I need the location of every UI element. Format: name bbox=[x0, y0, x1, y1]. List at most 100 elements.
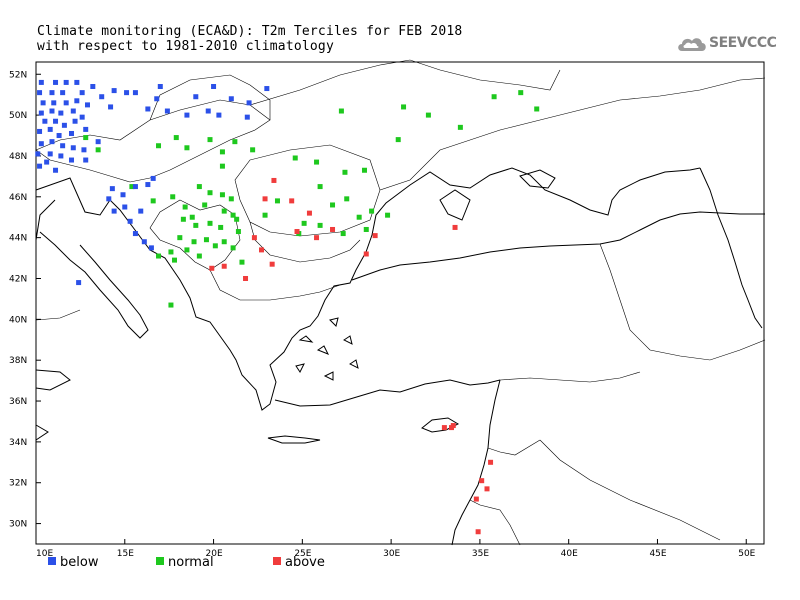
station-marker-below bbox=[83, 126, 89, 132]
station-marker-below bbox=[138, 208, 144, 214]
station-marker-below bbox=[193, 94, 199, 100]
station-marker-below bbox=[108, 104, 114, 110]
station-marker-below bbox=[124, 90, 130, 96]
station-marker-below bbox=[184, 112, 190, 118]
map-frame bbox=[35, 61, 765, 545]
station-marker-normal bbox=[395, 137, 401, 143]
station-marker-above bbox=[314, 235, 320, 241]
y-tick-label: 52N bbox=[9, 70, 27, 80]
y-tick-label: 36N bbox=[9, 397, 27, 407]
station-marker-below bbox=[74, 79, 80, 85]
station-marker-above bbox=[488, 459, 494, 465]
station-marker-above bbox=[289, 198, 295, 204]
station-marker-normal bbox=[156, 143, 162, 149]
station-marker-below bbox=[211, 84, 217, 90]
station-marker-normal bbox=[457, 124, 463, 130]
legend-swatch-above bbox=[273, 557, 281, 565]
station-marker-below bbox=[53, 118, 59, 124]
station-marker-above bbox=[306, 210, 312, 216]
station-marker-above bbox=[330, 226, 336, 232]
cloud-icon bbox=[678, 38, 706, 51]
station-marker-above bbox=[294, 229, 300, 235]
station-marker-below bbox=[264, 86, 270, 92]
station-marker-below bbox=[216, 112, 222, 118]
station-marker-below bbox=[49, 108, 55, 114]
station-marker-below bbox=[81, 147, 87, 153]
station-marker-normal bbox=[219, 163, 225, 169]
station-marker-below bbox=[70, 145, 76, 151]
legend-swatch-below bbox=[48, 557, 56, 565]
station-marker-below bbox=[154, 96, 160, 102]
station-marker-below bbox=[83, 157, 89, 163]
borders bbox=[35, 59, 766, 546]
station-marker-normal bbox=[363, 226, 369, 232]
station-marker-normal bbox=[170, 194, 176, 200]
station-marker-below bbox=[38, 141, 44, 147]
station-marker-below bbox=[63, 79, 69, 85]
station-marker-below bbox=[60, 143, 66, 149]
station-marker-below bbox=[109, 186, 115, 192]
station-marker-below bbox=[205, 108, 211, 114]
station-marker-below bbox=[69, 157, 75, 163]
station-marker-below bbox=[63, 100, 69, 106]
station-marker-normal bbox=[239, 259, 245, 265]
station-marker-normal bbox=[221, 208, 227, 214]
station-marker-normal bbox=[173, 135, 179, 141]
station-marker-normal bbox=[177, 235, 183, 241]
station-marker-normal bbox=[340, 231, 346, 237]
station-marker-normal bbox=[235, 229, 241, 235]
station-marker-normal bbox=[207, 137, 213, 143]
logo-text: SEEVCCC bbox=[709, 35, 777, 51]
station-marker-normal bbox=[203, 237, 209, 243]
station-marker-below bbox=[145, 182, 151, 188]
y-tick-label: 50N bbox=[9, 111, 27, 121]
station-marker-normal bbox=[219, 149, 225, 155]
x-tick-label: 25E bbox=[294, 549, 311, 559]
station-marker-above bbox=[243, 275, 249, 281]
station-marker-below bbox=[56, 133, 62, 139]
station-marker-below bbox=[244, 114, 250, 120]
station-marker-normal bbox=[129, 184, 135, 190]
station-marker-below bbox=[49, 139, 55, 145]
station-marker-normal bbox=[189, 214, 195, 220]
station-marker-above bbox=[450, 423, 456, 429]
legend-swatch-normal bbox=[156, 557, 164, 565]
station-marker-above bbox=[372, 233, 378, 239]
station-marker-normal bbox=[344, 196, 350, 202]
station-marker-below bbox=[72, 118, 78, 124]
station-marker-below bbox=[164, 108, 170, 114]
station-marker-below bbox=[40, 100, 46, 106]
station-marker-above bbox=[269, 261, 275, 267]
y-tick-label: 40N bbox=[9, 315, 27, 325]
station-marker-normal bbox=[150, 198, 156, 204]
station-marker-normal bbox=[196, 253, 202, 259]
station-marker-normal bbox=[156, 253, 162, 259]
station-marker-normal bbox=[385, 212, 391, 218]
station-marker-above bbox=[251, 235, 257, 241]
station-marker-below bbox=[99, 94, 105, 100]
station-marker-normal bbox=[171, 257, 177, 263]
station-marker-below bbox=[49, 90, 55, 96]
station-marker-normal bbox=[168, 249, 174, 255]
station-marker-normal bbox=[518, 90, 524, 96]
legend-label-normal: normal bbox=[168, 555, 214, 570]
station-marker-below bbox=[145, 106, 151, 112]
station-marker-normal bbox=[317, 222, 323, 228]
station-marker-below bbox=[132, 231, 138, 237]
station-marker-normal bbox=[212, 243, 218, 249]
station-marker-normal bbox=[369, 208, 375, 214]
map-subtitle: with respect to 1981-2010 climatology bbox=[37, 39, 334, 54]
station-marker-below bbox=[74, 98, 80, 104]
y-tick-label: 48N bbox=[9, 152, 27, 162]
station-marker-below bbox=[51, 100, 57, 106]
station-marker-normal bbox=[83, 135, 89, 141]
station-marker-below bbox=[106, 196, 112, 202]
station-marker-below bbox=[111, 88, 117, 94]
y-tick-label: 44N bbox=[9, 234, 27, 244]
y-tick-label: 34N bbox=[9, 438, 27, 448]
station-marker-below bbox=[42, 118, 48, 124]
station-marker-above bbox=[271, 177, 277, 183]
station-marker-above bbox=[259, 247, 265, 253]
y-tick-label: 46N bbox=[9, 193, 27, 203]
station-marker-above bbox=[475, 529, 481, 535]
